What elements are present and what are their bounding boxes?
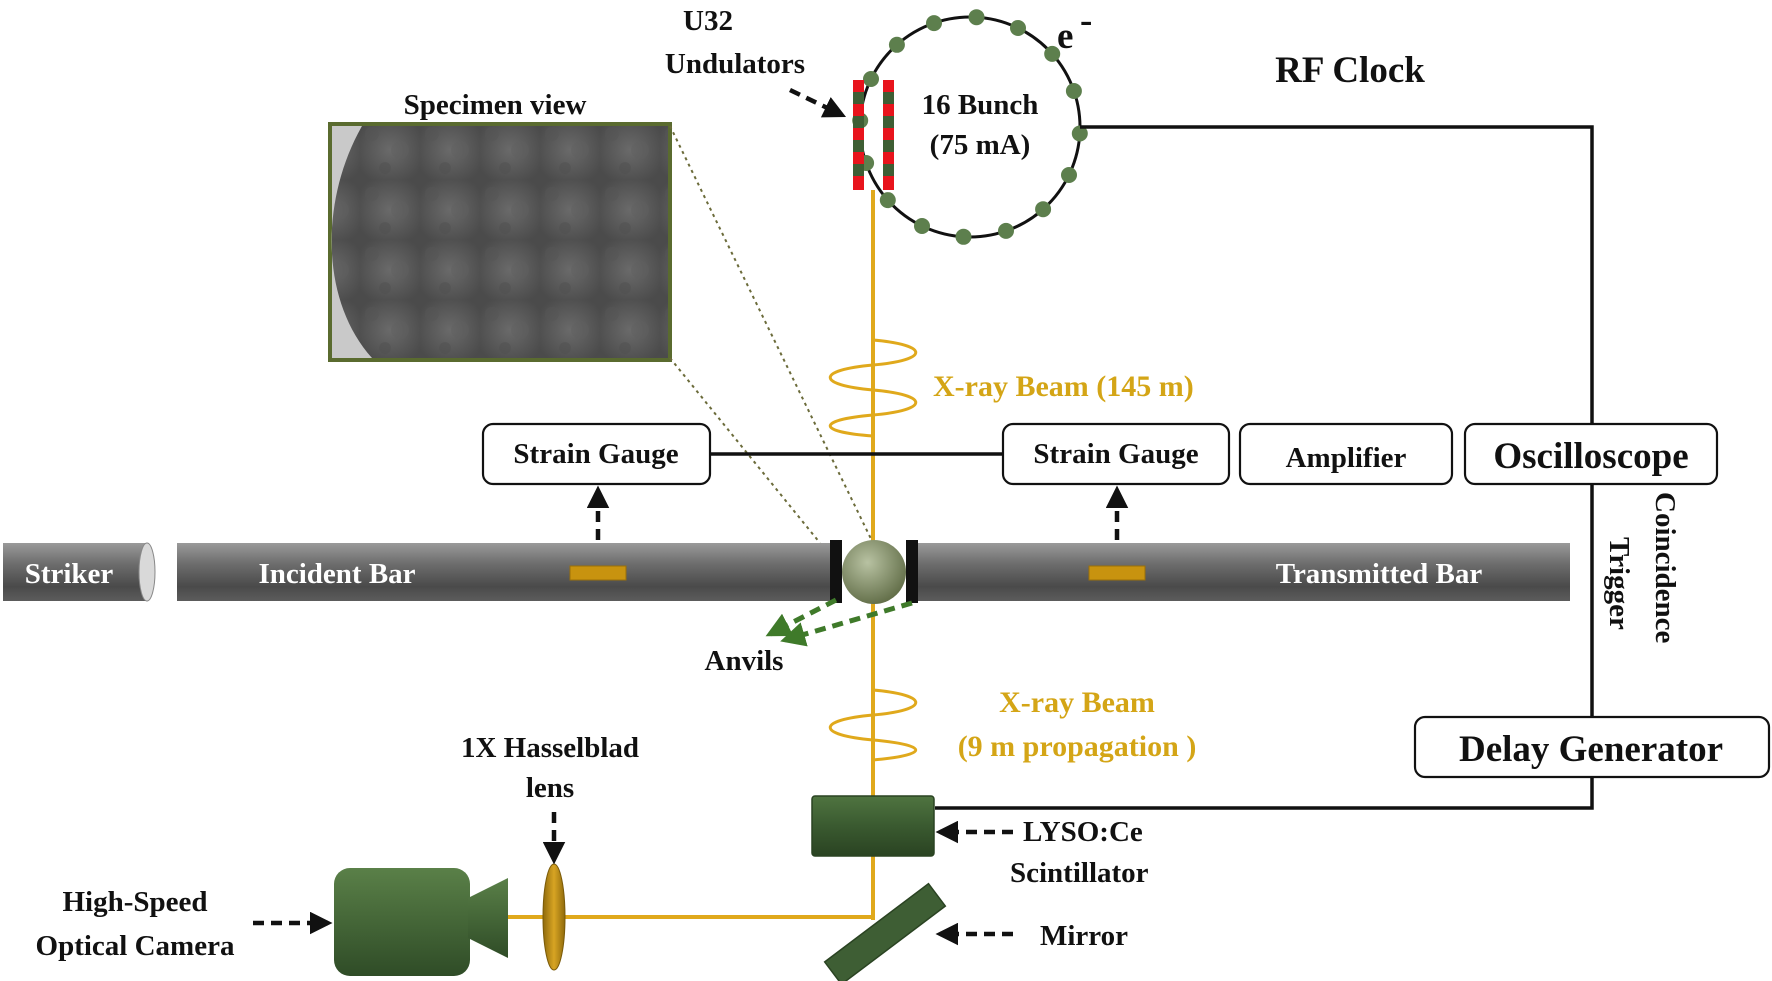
strain-gauge-right-box [1001,422,1231,486]
electron-bunch-dot [888,36,905,53]
mirror-label: Mirror [1040,920,1128,952]
electron-bunch-dot [955,228,972,245]
oscilloscope-box [1463,422,1719,486]
electron-bunches [852,9,1088,245]
anvil-right [906,540,918,603]
electron-bunch-dot [914,218,930,234]
undulators-label-line2: Undulators [665,48,805,80]
electron-bunch-dot [879,192,896,209]
electron-bunch-dot [926,15,942,32]
undulators-label-line1: U32 [683,5,733,37]
electron-superscript: - [1080,0,1092,41]
specimen-view-label: Specimen view [404,89,587,121]
bunch-label-line2: (75 mA) [930,129,1031,161]
strain-gauge-right-label: Strain Gauge [1033,438,1198,470]
electron-bunch-dot [1035,201,1052,218]
anvils-label: Anvils [705,645,784,677]
transmitted-bar-label: Transmitted Bar [1276,558,1483,590]
bunch-label-line1: 16 Bunch [922,89,1039,121]
scintillator-label-line1: LYSO:Ce [1023,816,1143,848]
striker-label: Striker [25,558,114,590]
xray-beam-bottom-label-line2: (9 m propagation ) [958,730,1197,763]
zoom-line-bottom [669,357,821,544]
anvil-pointer-left [765,597,838,637]
electron-bunch-dot [863,71,879,87]
high-speed-camera-icon [334,868,508,976]
lens-label-line1: 1X Hasselblad [461,732,639,764]
incident-bar-label: Incident Bar [258,558,415,590]
zoom-line-top [669,125,874,544]
strain-gauge-left-label: Strain Gauge [513,438,678,470]
rf-clock-wire [1080,125,1594,425]
electron-bunch-dot [1044,45,1061,62]
electron-bunch-dot [1071,125,1088,142]
rf-clock-label: RF Clock [1275,50,1425,91]
electron-bunch-dot [968,9,985,26]
coincidence-label: Coincidence [1649,492,1681,644]
electron-bunch-dot [998,222,1014,239]
strain-gauge-left-sensor [569,565,627,581]
anvil-left [830,540,842,603]
electron-bunch-dot [1010,20,1026,36]
scintillator-label-line2: Scintillator [1010,857,1149,889]
electron-label: e [1057,16,1073,57]
delay-generator-label: Delay Generator [1459,729,1723,770]
camera-label-line2: Optical Camera [36,930,235,962]
undulator-pointer-arrow [789,87,847,118]
amplifier-box [1238,422,1454,486]
strain-gauge-right-sensor [1088,565,1146,581]
scintillator-icon [811,795,935,857]
camera-label-line1: High-Speed [62,886,207,918]
xray-wave-top-icon [828,338,918,438]
electron-bunch-dot [1061,167,1077,183]
specimen-sample [842,540,906,604]
xray-wave-bottom-icon [828,688,918,762]
hasselblad-lens-icon [542,863,566,971]
lens-label-line2: lens [526,772,574,804]
delay-generator-box [1413,715,1771,779]
undulator-magnets-icon [853,80,894,190]
trigger-label: Trigger [1603,537,1635,630]
xray-beam-bottom-label-line1: X-ray Beam [999,686,1155,719]
striker-bar [3,542,156,602]
xray-beam-top-label: X-ray Beam (145 m) [933,370,1194,403]
amplifier-label: Amplifier [1286,442,1407,474]
transmitted-bar [916,543,1570,601]
strain-gauge-left-box [481,422,712,486]
electron-bunch-dot [1065,83,1082,99]
specimen-view-image [328,122,672,362]
incident-bar [177,543,830,601]
oscilloscope-label: Oscilloscope [1493,436,1688,477]
anvil-pointer-right [780,600,913,647]
mirror-icon [823,882,947,981]
delay-to-scintillator-wire [935,777,1594,810]
